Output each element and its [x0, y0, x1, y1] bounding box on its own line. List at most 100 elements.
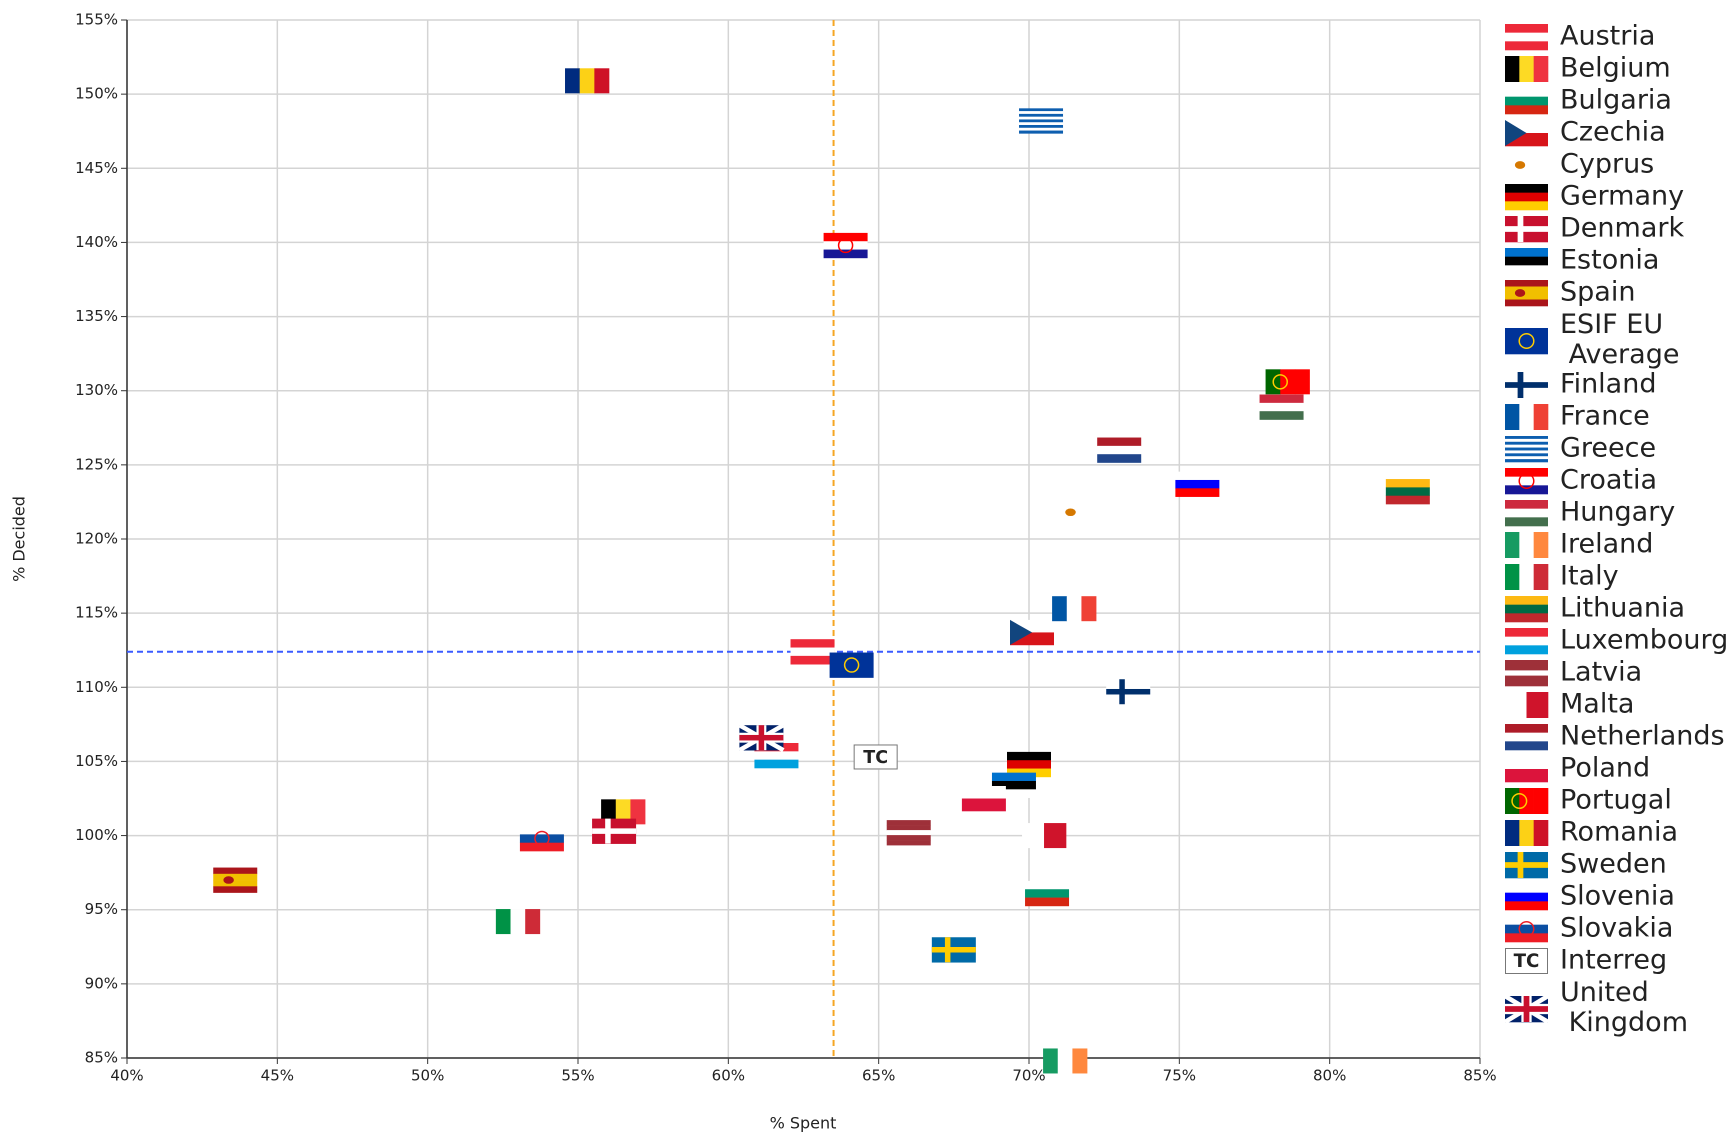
legend-swatch — [1505, 852, 1548, 879]
flag-stripe — [510, 909, 526, 935]
flag-stripe — [1385, 495, 1430, 505]
point — [1022, 823, 1067, 849]
flag-emblem — [1514, 161, 1526, 169]
point — [961, 786, 1006, 812]
flag-stripe — [1505, 924, 1548, 934]
flag-stripe — [886, 820, 931, 826]
legend-swatch — [1505, 724, 1548, 751]
legend-label: Ireland — [1560, 529, 1653, 560]
flag-stripe — [754, 759, 799, 769]
legend-label: Finland — [1560, 369, 1656, 400]
legend-swatch — [1505, 436, 1548, 463]
flag-stripe — [1019, 119, 1064, 123]
flag-stripe — [1505, 564, 1520, 590]
flag-stripe — [1505, 724, 1548, 733]
flag-stripe — [1505, 613, 1548, 623]
point — [738, 723, 785, 753]
flag-stripe — [519, 826, 564, 835]
flag-cross — [1505, 1006, 1548, 1012]
x-tick-label: 80% — [1313, 1067, 1346, 1085]
flag-stripe — [1519, 564, 1534, 590]
flag-emblem — [534, 830, 550, 847]
legend-swatch — [1505, 692, 1549, 718]
point — [823, 232, 868, 259]
legend-label: Italy — [1560, 561, 1619, 592]
y-tick-label: 90% — [85, 974, 118, 992]
flag-stripe — [1025, 889, 1070, 898]
flag-stripe — [1259, 394, 1304, 404]
x-tick-label: 85% — [1463, 1067, 1496, 1085]
flag-stripe — [823, 232, 868, 242]
point — [991, 772, 1036, 798]
flag-stripe — [1505, 248, 1548, 257]
flag-badge-frame — [853, 744, 898, 770]
x-tick-label: 55% — [561, 1067, 594, 1085]
flag-stripe — [1533, 564, 1549, 590]
flag-stripe — [823, 249, 868, 259]
flag-stripe — [615, 799, 631, 825]
flag-stripe — [991, 780, 1036, 790]
flag-emblem — [1514, 289, 1526, 297]
flag-cross — [1505, 226, 1548, 232]
flag-stripe — [1505, 884, 1548, 893]
flag-stripe — [1505, 453, 1548, 457]
flag-stripe — [1019, 108, 1064, 112]
flag-badge-text: TC — [863, 748, 888, 768]
flag-stripe — [1505, 675, 1548, 682]
flag-stripe — [1505, 680, 1548, 687]
legend-label: ESIF EU Average — [1560, 309, 1679, 370]
y-tick-label: 105% — [75, 752, 118, 770]
flag-stripe — [1533, 788, 1549, 814]
flag-stripe — [1519, 404, 1534, 430]
y-tick-label: 155% — [75, 11, 118, 29]
x-tick-label: 45% — [261, 1067, 294, 1085]
flag-stripe — [991, 772, 1036, 782]
flag-stripe — [1505, 665, 1548, 671]
flag-stripe — [1081, 596, 1097, 622]
legend-swatch: TC — [1505, 948, 1548, 975]
point — [1055, 499, 1100, 526]
flag-badge-frame — [1505, 948, 1548, 974]
y-tick-label: 120% — [75, 530, 118, 548]
y-tick-label: 95% — [85, 900, 118, 918]
point — [1043, 1048, 1088, 1074]
legend-swatch — [1503, 994, 1550, 1024]
flag-stripe — [1505, 756, 1548, 770]
legend-swatch — [1505, 280, 1548, 307]
x-tick-label: 50% — [411, 1067, 444, 1085]
legend-label: United Kingdom — [1560, 977, 1688, 1038]
flag-stripe — [213, 867, 258, 875]
legend-label: Czechia — [1560, 117, 1666, 148]
flag-stripe — [1505, 485, 1548, 495]
point — [1097, 437, 1142, 463]
x-tick-label: 65% — [862, 1067, 895, 1085]
point — [1025, 880, 1070, 907]
flag-stripe — [1259, 411, 1304, 420]
y-tick-label: 85% — [85, 1049, 118, 1067]
legend-swatch — [1505, 152, 1548, 179]
y-tick-label: 150% — [75, 85, 118, 103]
flag-stripe — [1097, 445, 1142, 455]
flag-stripe — [1533, 56, 1549, 82]
point — [1385, 479, 1430, 505]
flag-cross — [592, 828, 637, 834]
flag-badge-text: TC — [1514, 951, 1540, 972]
flag-stripe — [790, 639, 835, 648]
flag-stripe — [1505, 670, 1548, 676]
point — [565, 68, 610, 94]
flag-stripe — [1505, 105, 1548, 115]
flag-stripe — [519, 842, 564, 852]
flag-stripe — [1505, 628, 1548, 637]
point — [829, 652, 874, 678]
legend-swatch — [1505, 500, 1548, 527]
flag-stripe — [1505, 32, 1548, 42]
flag-stripe — [1175, 488, 1220, 497]
flag-stripe — [1175, 479, 1220, 489]
flag-stripe — [519, 834, 564, 844]
flag-stripe — [1505, 286, 1548, 294]
point — [790, 639, 835, 665]
flag-stripe — [1505, 299, 1548, 307]
flag-stripe — [754, 751, 799, 760]
flag-stripe — [823, 241, 868, 250]
